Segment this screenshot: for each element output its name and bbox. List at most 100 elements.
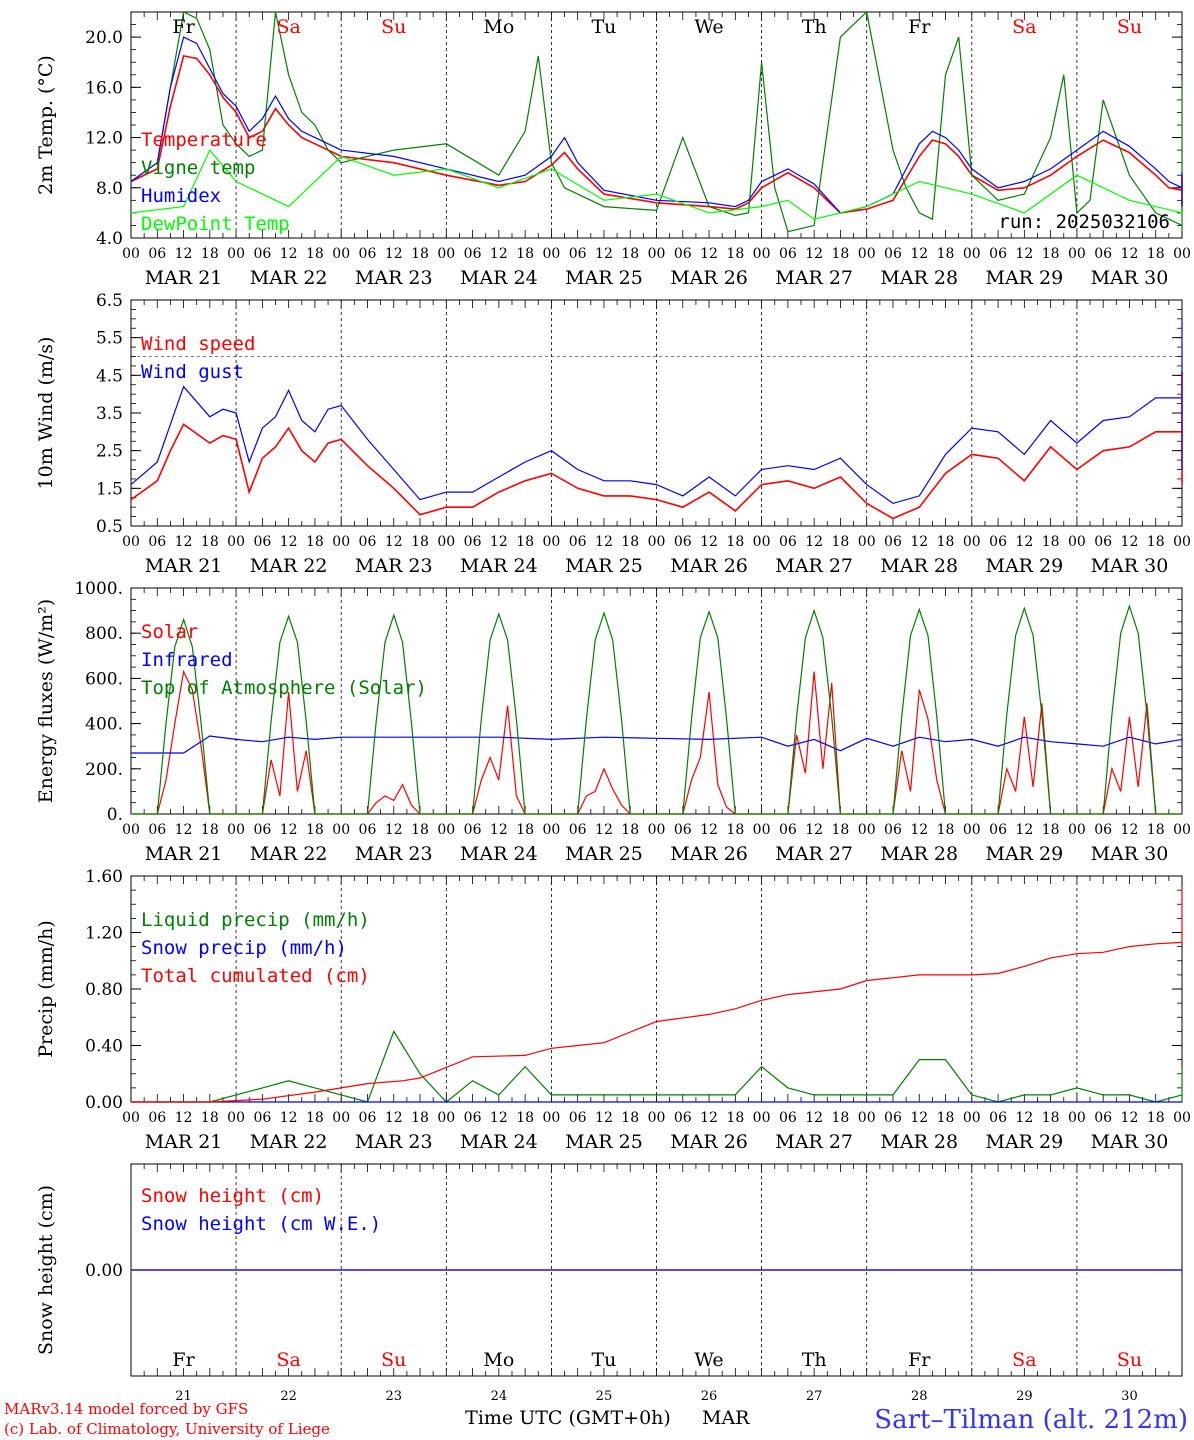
hour-tick-label: 12 bbox=[385, 822, 403, 838]
legend-entry: Wind speed bbox=[141, 333, 255, 355]
hour-tick-label: 00 bbox=[542, 1110, 560, 1126]
hour-tick-label: 18 bbox=[1042, 534, 1060, 550]
panel-4: 0.00 0.40 0.80 1.20 1.60 Precip (mm/h) Liquid … bbox=[35, 867, 1191, 1153]
credit-line-1: MARv3.14 model forced by GFS bbox=[4, 1400, 248, 1418]
y-tick-label: 1.60 bbox=[85, 867, 123, 887]
date-label: MAR 26 bbox=[670, 555, 748, 577]
date-label: MAR 21 bbox=[145, 555, 223, 577]
hour-tick-label: 06 bbox=[569, 822, 587, 838]
hour-tick-label: 00 bbox=[332, 534, 350, 550]
date-label: MAR 24 bbox=[460, 1131, 538, 1153]
hour-tick-label: 18 bbox=[516, 822, 534, 838]
hour-tick-label: 18 bbox=[832, 822, 850, 838]
hour-tick-label: 12 bbox=[490, 534, 508, 550]
hour-tick-label: 00 bbox=[753, 246, 771, 262]
date-label: MAR 28 bbox=[880, 1131, 958, 1153]
day-name-bottom: Tu bbox=[591, 1349, 616, 1371]
y-tick-label: 16.0 bbox=[85, 78, 123, 98]
hour-tick-label: 18 bbox=[621, 1110, 639, 1126]
hour-tick-label: 00 bbox=[332, 1110, 350, 1126]
hour-tick-label: 06 bbox=[569, 1110, 587, 1126]
hour-tick-label: 12 bbox=[175, 822, 193, 838]
hour-tick-label: 12 bbox=[175, 534, 193, 550]
day-number: 29 bbox=[1016, 1389, 1033, 1404]
legend-entry: Solar bbox=[141, 621, 198, 643]
hour-tick-label: 18 bbox=[832, 1110, 850, 1126]
date-label: MAR 30 bbox=[1091, 555, 1169, 577]
hour-tick-label: 06 bbox=[674, 246, 692, 262]
y-axis-title: Snow height (cm) bbox=[35, 1185, 57, 1355]
day-number: 27 bbox=[806, 1389, 823, 1404]
hour-tick-label: 00 bbox=[122, 822, 140, 838]
hour-tick-label: 00 bbox=[227, 822, 245, 838]
day-name-bottom: Fr bbox=[172, 1349, 195, 1371]
day-name-top: Fr bbox=[908, 16, 931, 38]
day-number: 23 bbox=[385, 1389, 402, 1404]
panel-3: 0. 200. 400. 600. 800. 1000. Energy fluxes (W/… bbox=[35, 579, 1191, 865]
hour-tick-label: 12 bbox=[805, 822, 823, 838]
hour-tick-label: 18 bbox=[937, 1110, 955, 1126]
y-tick-label: 400. bbox=[85, 715, 123, 735]
date-label: MAR 30 bbox=[1091, 1131, 1169, 1153]
hour-tick-label: 18 bbox=[1042, 822, 1060, 838]
hour-tick-label: 18 bbox=[1147, 534, 1165, 550]
y-axis-title: 10m Wind (m/s) bbox=[35, 337, 57, 490]
series-line-2 bbox=[130, 318, 1183, 505]
legend-entry: Snow precip (mm/h) bbox=[141, 937, 347, 959]
date-label: MAR 29 bbox=[985, 555, 1063, 577]
hour-tick-label: 18 bbox=[201, 1110, 219, 1126]
hour-tick-label: 18 bbox=[621, 246, 639, 262]
hour-tick-label: 06 bbox=[674, 1110, 692, 1126]
hour-tick-label: 00 bbox=[753, 822, 771, 838]
hour-tick-label: 18 bbox=[306, 246, 324, 262]
date-label: MAR 28 bbox=[880, 267, 958, 289]
hour-tick-label: 06 bbox=[1094, 1110, 1112, 1126]
date-label: MAR 26 bbox=[670, 267, 748, 289]
y-tick-label: 800. bbox=[85, 624, 123, 644]
day-name-top: Su bbox=[1117, 16, 1142, 38]
hour-tick-label: 18 bbox=[516, 246, 534, 262]
panels: 4.0 8.0 12.0 16.0 20.0 2m Temp. (°C) Temperatu… bbox=[35, 10, 1191, 1404]
y-tick-label: 5.5 bbox=[96, 329, 123, 349]
hour-tick-label: 18 bbox=[411, 246, 429, 262]
hour-tick-label: 12 bbox=[700, 534, 718, 550]
legend-entry: Liquid precip (mm/h) bbox=[141, 909, 370, 931]
legend-entry: Top of Atmosphere (Solar) bbox=[141, 677, 427, 699]
y-tick-label: 1.5 bbox=[96, 479, 123, 499]
hour-tick-label: 00 bbox=[332, 246, 350, 262]
series-line-1 bbox=[131, 1030, 1183, 1103]
hour-tick-label: 12 bbox=[910, 534, 928, 550]
day-number: 24 bbox=[491, 1389, 508, 1404]
hour-tick-label: 06 bbox=[884, 1110, 902, 1126]
y-tick-label: 3.5 bbox=[96, 404, 123, 424]
month-label: MAR bbox=[702, 1407, 750, 1429]
legend-entry: Snow height (cm W.E.) bbox=[141, 1213, 381, 1235]
hour-tick-label: 12 bbox=[910, 1110, 928, 1126]
y-axis-title: 2m Temp. (°C) bbox=[35, 55, 57, 195]
legend-entry: Vigne temp bbox=[141, 157, 255, 179]
day-name-bottom: Sa bbox=[276, 1349, 300, 1371]
hour-tick-label: 00 bbox=[858, 822, 876, 838]
date-label: MAR 27 bbox=[775, 843, 853, 865]
hour-tick-label: 12 bbox=[1121, 822, 1139, 838]
hour-tick-label: 00 bbox=[437, 1110, 455, 1126]
hour-tick-label: 00 bbox=[227, 246, 245, 262]
y-axis-title: Energy fluxes (W/m²) bbox=[35, 599, 57, 803]
hour-tick-label: 18 bbox=[937, 822, 955, 838]
hour-tick-label: 18 bbox=[726, 822, 744, 838]
date-label: MAR 29 bbox=[985, 1131, 1063, 1153]
hour-tick-label: 00 bbox=[437, 534, 455, 550]
hour-tick-label: 00 bbox=[753, 534, 771, 550]
day-name-bottom: Th bbox=[802, 1349, 827, 1371]
date-label: MAR 22 bbox=[250, 267, 328, 289]
hour-tick-label: 18 bbox=[726, 534, 744, 550]
date-label: MAR 21 bbox=[145, 267, 223, 289]
hour-tick-label: 00 bbox=[858, 1110, 876, 1126]
day-number: 28 bbox=[911, 1389, 928, 1404]
date-label: MAR 22 bbox=[250, 555, 328, 577]
series-line-2 bbox=[131, 735, 1183, 754]
station-label: Sart–Tilman (alt. 212m) bbox=[874, 1405, 1188, 1435]
day-name-top: Su bbox=[381, 16, 406, 38]
hour-tick-label: 00 bbox=[332, 822, 350, 838]
